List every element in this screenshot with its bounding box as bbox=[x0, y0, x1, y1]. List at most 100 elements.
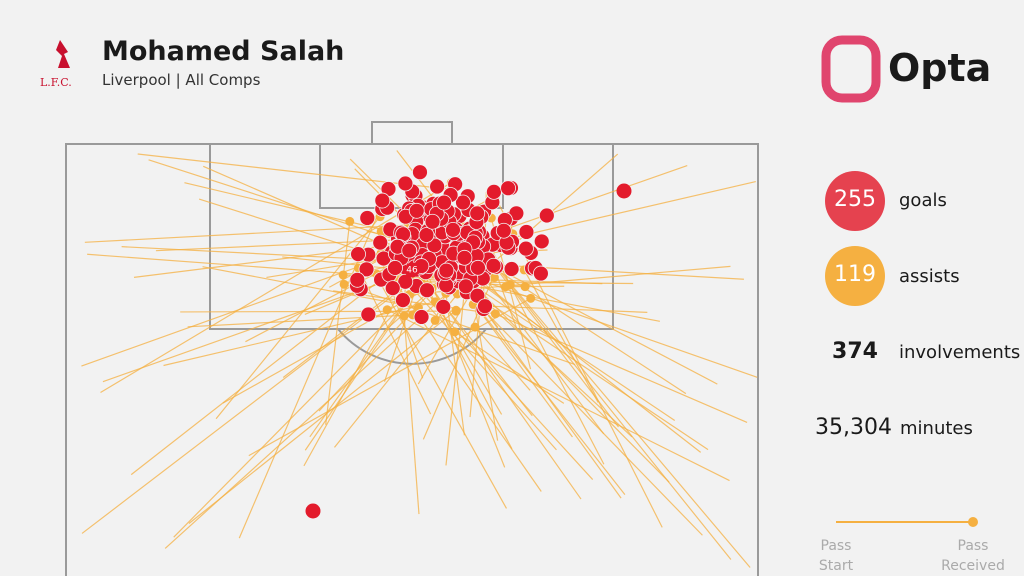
pass-line bbox=[343, 283, 576, 366]
pass-line bbox=[403, 315, 420, 515]
goal-dot bbox=[470, 259, 486, 276]
crest-label: L.F.C. bbox=[40, 76, 72, 89]
legend-start: Pass Start bbox=[818, 538, 854, 574]
marker: 46 bbox=[406, 266, 418, 276]
pass-line bbox=[445, 293, 465, 436]
goal-dot bbox=[387, 260, 403, 276]
goal-dot bbox=[397, 273, 414, 290]
pass-line bbox=[509, 284, 732, 560]
goal-dot bbox=[532, 265, 549, 282]
goal-dot bbox=[469, 205, 486, 222]
pass-line bbox=[248, 297, 532, 457]
pass-line bbox=[202, 266, 419, 309]
goal-dot bbox=[360, 306, 377, 323]
goal-dot bbox=[305, 503, 321, 519]
stat-value: 35,304 bbox=[815, 415, 892, 440]
pass-line bbox=[523, 269, 599, 403]
pass-end bbox=[451, 306, 461, 316]
pass-line bbox=[383, 282, 419, 382]
stat-value: 374 bbox=[832, 339, 878, 364]
goal-dot bbox=[384, 280, 401, 297]
pass-line bbox=[363, 254, 507, 509]
pass-line bbox=[468, 294, 703, 536]
goal-dot bbox=[495, 222, 512, 239]
pass-line bbox=[84, 223, 435, 243]
pass-line bbox=[414, 242, 506, 468]
pass-line bbox=[334, 271, 476, 448]
pass-line bbox=[481, 297, 709, 451]
subtitle: Liverpool | All Comps bbox=[102, 71, 261, 89]
goal-dot bbox=[533, 233, 550, 250]
goal-dot bbox=[372, 234, 389, 251]
pass-line bbox=[325, 221, 351, 425]
pass-end bbox=[382, 305, 392, 315]
goal-dot bbox=[359, 210, 376, 226]
pass-line bbox=[180, 310, 457, 313]
goal-dot bbox=[401, 242, 418, 259]
goal-dot bbox=[616, 183, 632, 199]
goal-dot bbox=[397, 175, 414, 192]
goal-dot bbox=[538, 207, 555, 224]
assists-circle bbox=[825, 246, 885, 306]
legend-end: Pass Received bbox=[941, 538, 1005, 574]
brand: Opta bbox=[888, 46, 992, 90]
pass-line bbox=[188, 309, 457, 524]
pass-line bbox=[148, 159, 406, 244]
pass-line bbox=[472, 303, 748, 423]
pass-line bbox=[155, 238, 410, 252]
pass-line bbox=[318, 280, 442, 412]
goal-dot bbox=[413, 309, 430, 325]
pass-line bbox=[443, 279, 660, 322]
goal-dot bbox=[518, 240, 534, 257]
pass-line bbox=[486, 305, 648, 313]
pass-line bbox=[474, 326, 531, 391]
goal-dot bbox=[457, 278, 474, 295]
pass-end bbox=[450, 327, 460, 337]
pass-line bbox=[100, 182, 452, 394]
pass-line bbox=[386, 309, 730, 482]
goal-dot bbox=[395, 292, 411, 309]
goals bbox=[305, 164, 632, 519]
goal-dot bbox=[503, 261, 520, 277]
pass-line bbox=[479, 258, 687, 395]
opta-logo bbox=[821, 35, 881, 103]
goal-dot bbox=[435, 299, 452, 315]
goals-circle bbox=[825, 171, 885, 231]
pass-line bbox=[484, 236, 605, 465]
goal-dot bbox=[404, 262, 420, 278]
goal-dot bbox=[358, 261, 375, 278]
pass-line bbox=[102, 266, 427, 383]
pass-line bbox=[431, 287, 582, 500]
pass-line bbox=[505, 285, 565, 288]
stat-label: goals bbox=[899, 190, 947, 211]
goal bbox=[371, 121, 453, 145]
stat-label: assists bbox=[899, 266, 960, 287]
goal-dot bbox=[418, 227, 435, 243]
stat-label: minutes bbox=[900, 418, 973, 439]
pass-line bbox=[303, 258, 420, 467]
pass-line bbox=[454, 331, 565, 404]
goal-dot bbox=[412, 164, 428, 181]
goal-dot bbox=[518, 224, 535, 240]
goal-dot bbox=[455, 194, 471, 211]
goal-dot bbox=[350, 246, 366, 263]
goal-dot bbox=[500, 180, 517, 197]
goal-dot bbox=[445, 221, 461, 238]
goal-dot bbox=[429, 178, 446, 195]
crest-icon bbox=[56, 40, 70, 68]
legend-dot bbox=[968, 517, 978, 527]
stat-value: 119 bbox=[834, 262, 876, 287]
goal-dot bbox=[456, 249, 473, 266]
stat-label: involvements bbox=[899, 342, 1021, 363]
goal-dot bbox=[485, 257, 502, 274]
goal-dot bbox=[374, 192, 391, 209]
pass-end bbox=[501, 282, 511, 292]
goal-dot bbox=[436, 194, 452, 211]
pass-end bbox=[430, 315, 440, 325]
stat-value: 255 bbox=[834, 187, 876, 212]
goal-dot bbox=[477, 298, 493, 315]
goal-dot bbox=[408, 202, 425, 219]
title: Mohamed Salah bbox=[102, 36, 345, 67]
